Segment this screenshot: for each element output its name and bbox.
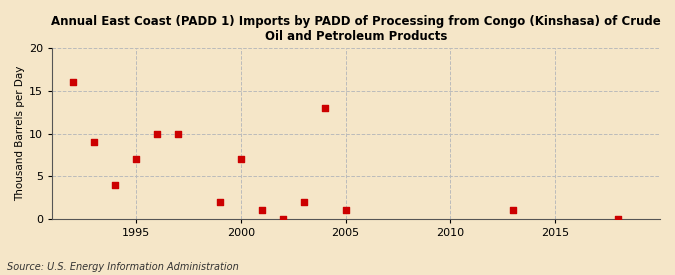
Point [173,131,184,136]
Point [68,80,79,85]
Point [508,208,518,213]
Point [277,216,288,221]
Point [215,200,225,204]
Point [256,208,267,213]
Y-axis label: Thousand Barrels per Day: Thousand Barrels per Day [15,66,25,201]
Point [236,157,246,161]
Point [340,208,351,213]
Point [613,216,624,221]
Point [152,131,163,136]
Point [89,140,100,144]
Point [131,157,142,161]
Title: Annual East Coast (PADD 1) Imports by PADD of Processing from Congo (Kinshasa) o: Annual East Coast (PADD 1) Imports by PA… [51,15,661,43]
Point [110,183,121,187]
Text: Source: U.S. Energy Information Administration: Source: U.S. Energy Information Administ… [7,262,238,272]
Point [298,200,309,204]
Point [319,106,330,110]
